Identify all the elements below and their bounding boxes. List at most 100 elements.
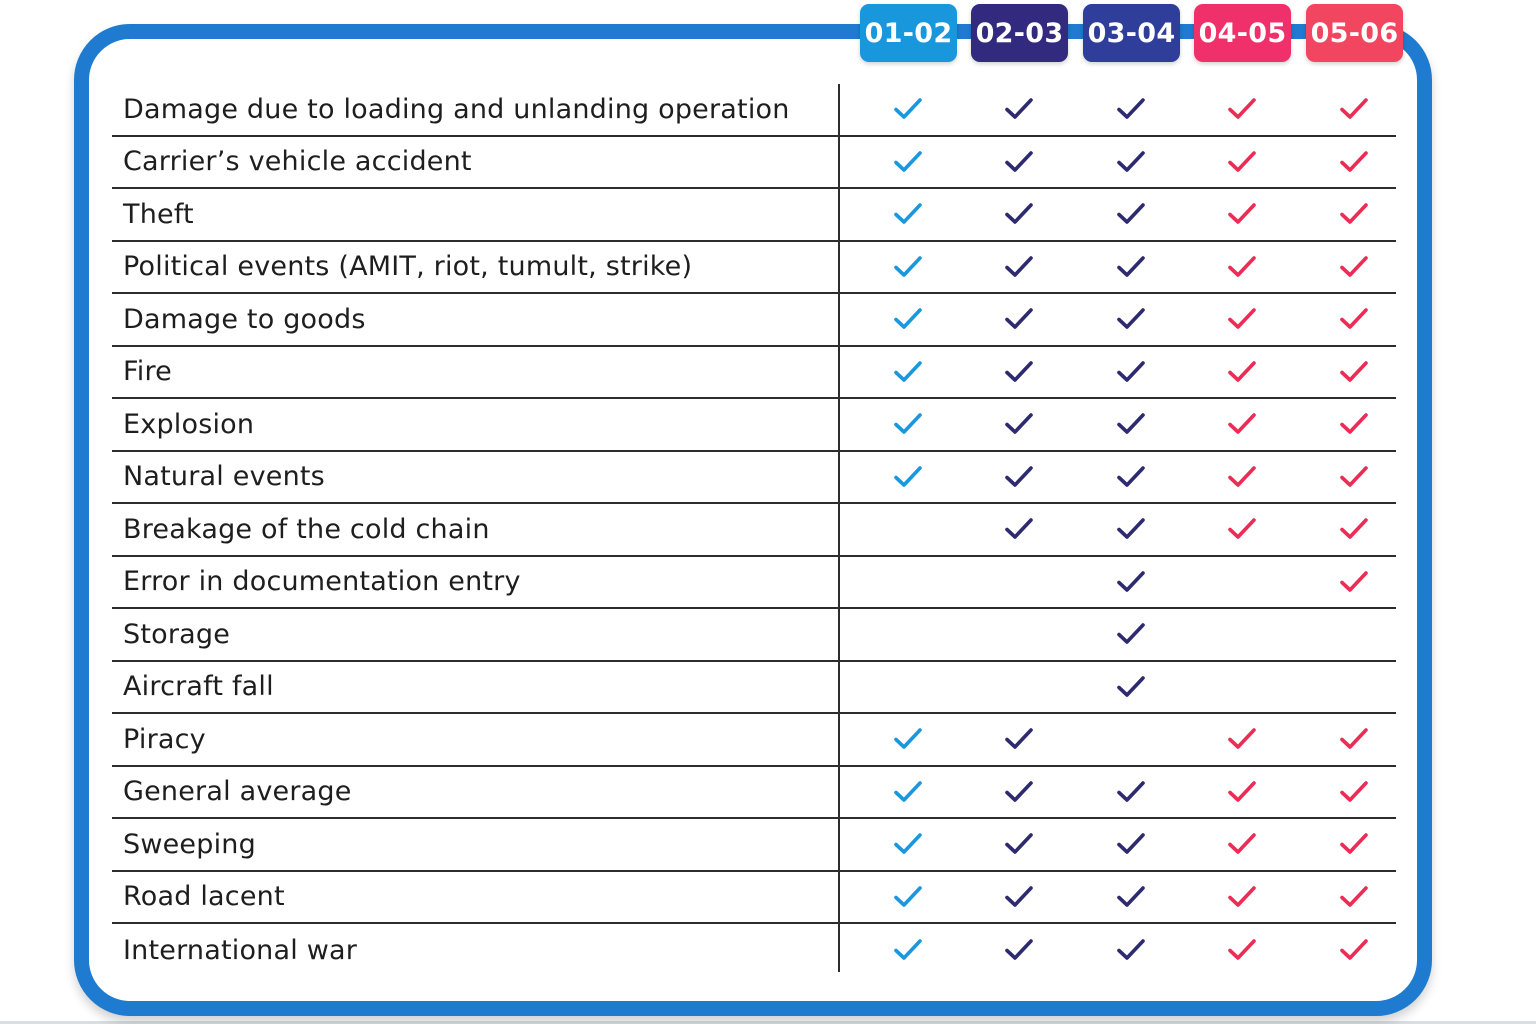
check-icon [1187, 924, 1298, 977]
check-icon [1187, 347, 1298, 398]
check-mark [1340, 570, 1368, 592]
row-label: Breakage of the cold chain [123, 513, 490, 545]
check-mark [1005, 728, 1033, 750]
check-mark [1228, 939, 1256, 961]
check-icon [1299, 84, 1410, 135]
check-icon [1187, 242, 1298, 293]
check-mark [1005, 308, 1033, 330]
check-mark [1005, 360, 1033, 382]
row-label: Theft [123, 198, 194, 230]
check-icon [964, 84, 1075, 135]
check-mark [1005, 833, 1033, 855]
coverage-card [74, 24, 1432, 1016]
check-mark [1228, 360, 1256, 382]
check-mark [1340, 780, 1368, 802]
check-icon [853, 399, 964, 450]
check-icon [1187, 504, 1298, 555]
check-icon [1299, 137, 1410, 188]
check-icon [1299, 819, 1410, 870]
check-mark [894, 413, 922, 435]
row-label: Natural events [123, 461, 325, 493]
check-mark [1117, 203, 1145, 225]
check-icon [964, 242, 1075, 293]
check-mark [1228, 203, 1256, 225]
check-icon [1299, 714, 1410, 765]
check-mark [1117, 98, 1145, 120]
column-header-01-02: 01-02 [860, 4, 957, 62]
check-mark [1117, 150, 1145, 172]
table-row: Theft [112, 189, 1396, 242]
check-mark [1117, 623, 1145, 645]
check-icon [853, 767, 964, 818]
check-icon [964, 347, 1075, 398]
row-label: Political events (AMIT, riot, tumult, st… [123, 251, 693, 283]
table-row: Sweeping [112, 819, 1396, 872]
check-icon [1299, 294, 1410, 345]
check-icon [1187, 714, 1298, 765]
check-mark [1340, 360, 1368, 382]
check-icon [853, 924, 964, 977]
check-icon [1076, 84, 1187, 135]
check-mark [1117, 465, 1145, 487]
table-row: International war [112, 924, 1396, 977]
check-mark [1228, 255, 1256, 277]
check-mark [1005, 939, 1033, 961]
check-icon [1076, 767, 1187, 818]
table-row: Breakage of the cold chain [112, 504, 1396, 557]
check-mark [1228, 308, 1256, 330]
check-icon [853, 137, 964, 188]
check-icon [1076, 819, 1187, 870]
column-header-04-05: 04-05 [1194, 4, 1291, 62]
check-icon [1187, 452, 1298, 503]
check-mark [1340, 939, 1368, 961]
check-mark [1340, 885, 1368, 907]
check-mark [894, 885, 922, 907]
row-label: Piracy [123, 723, 206, 755]
check-mark [894, 728, 922, 750]
check-mark [1228, 885, 1256, 907]
table-row: Damage due to loading and unlanding oper… [112, 84, 1396, 137]
check-icon [1299, 924, 1410, 977]
column-divider [838, 84, 840, 972]
row-label: Carrier’s vehicle accident [123, 146, 472, 178]
check-icon [1076, 662, 1187, 713]
check-mark [1117, 570, 1145, 592]
check-mark [1340, 518, 1368, 540]
check-mark [1228, 518, 1256, 540]
check-mark [1005, 413, 1033, 435]
check-mark [1005, 465, 1033, 487]
check-mark [894, 833, 922, 855]
check-mark [894, 308, 922, 330]
check-icon [853, 294, 964, 345]
table-row: Error in documentation entry [112, 557, 1396, 609]
check-mark [1340, 413, 1368, 435]
check-mark [1228, 413, 1256, 435]
check-icon [1187, 189, 1298, 240]
check-mark [1117, 413, 1145, 435]
check-mark [1228, 833, 1256, 855]
check-icon [1187, 137, 1298, 188]
check-icon [1299, 504, 1410, 555]
check-mark [894, 465, 922, 487]
check-mark [894, 939, 922, 961]
check-icon [1076, 189, 1187, 240]
column-header: 01-02 02-03 03-04 04-05 05-06 [0, 4, 1536, 64]
check-icon [1076, 294, 1187, 345]
check-mark [1117, 308, 1145, 330]
check-mark [1340, 150, 1368, 172]
table-row: Fire [112, 347, 1396, 399]
check-mark [1340, 203, 1368, 225]
check-icon [1299, 557, 1410, 608]
check-icon [853, 347, 964, 398]
check-icon [1076, 609, 1187, 660]
table-row: General average [112, 767, 1396, 819]
check-icon [853, 242, 964, 293]
check-icon [1076, 137, 1187, 188]
check-icon [853, 714, 964, 765]
table-row: Road lacent [112, 872, 1396, 924]
check-icon [964, 294, 1075, 345]
check-icon [964, 872, 1075, 923]
check-mark [1228, 728, 1256, 750]
check-icon [1187, 872, 1298, 923]
check-mark [1117, 518, 1145, 540]
